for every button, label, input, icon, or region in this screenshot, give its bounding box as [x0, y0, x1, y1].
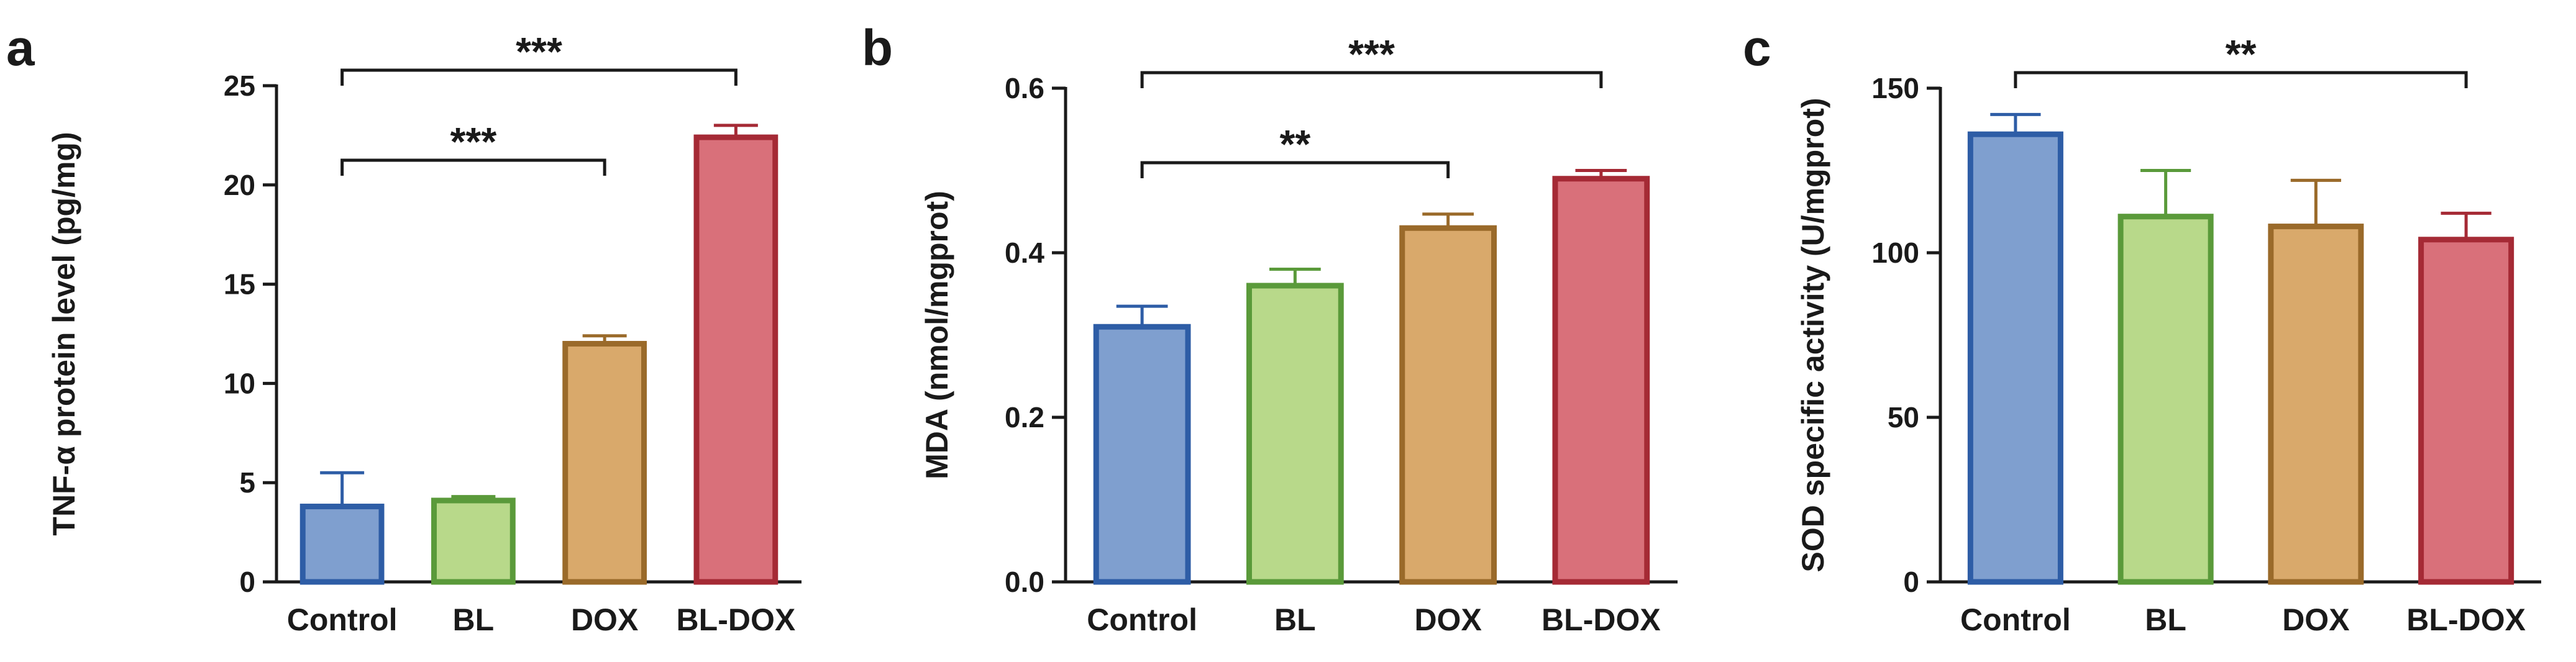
- bar-bl-dox: [693, 134, 779, 585]
- significance-bracket: [340, 68, 738, 86]
- bar-control: [299, 504, 385, 585]
- panel-letter-c: c: [1743, 20, 1771, 76]
- category-label: DOX: [1414, 602, 1481, 637]
- panel-a: a TNF-α protein level (pg/mg) 0 5 10 15 20 25 C…: [6, 20, 802, 637]
- y-axis-title: TNF-α protein level (pg/mg): [47, 132, 81, 535]
- significance-label: ***: [516, 29, 562, 74]
- bar-dox: [562, 340, 647, 585]
- category-label: BL: [2145, 602, 2186, 637]
- bar-bl: [2117, 214, 2214, 585]
- bar-control: [1967, 131, 2063, 585]
- bar-bl-dox: [2418, 237, 2514, 585]
- significance-bracket: [1140, 71, 1603, 88]
- panel-c: c SOD specific activity (U/mgprot) 0 50 100…: [1743, 20, 2541, 637]
- y-tick-label: 20: [224, 169, 255, 201]
- y-tick-label: 50: [1888, 401, 1919, 433]
- category-label: BL-DOX: [677, 602, 796, 637]
- y-axis-title: MDA (nmol/mgprot): [920, 191, 954, 479]
- category-label: BL-DOX: [1541, 602, 1661, 637]
- y-tick-label: 0.4: [1005, 237, 1044, 269]
- category-label: Control: [1087, 602, 1197, 637]
- y-tick-label: 0.2: [1005, 401, 1044, 433]
- category-label: BL: [453, 602, 495, 637]
- y-tick-label: 5: [239, 466, 255, 499]
- significance-bracket: [1140, 161, 1450, 178]
- panel-letter-a: a: [6, 20, 35, 76]
- category-label: Control: [1960, 602, 2071, 637]
- category-label: DOX: [571, 602, 638, 637]
- category-label: BL-DOX: [2406, 602, 2526, 637]
- category-label: Control: [287, 602, 398, 637]
- significance-bracket: [2014, 71, 2468, 88]
- y-tick-label: 0: [1903, 566, 1919, 598]
- y-tick-label: 0: [239, 566, 255, 598]
- significance-bracket: [340, 158, 606, 176]
- y-tick-label: 25: [224, 70, 255, 102]
- category-label: BL: [1274, 602, 1316, 637]
- y-tick-label: 100: [1871, 237, 1919, 269]
- panel-letter-b: b: [862, 20, 893, 76]
- bar-bl-dox: [1552, 176, 1650, 585]
- significance-label: ***: [450, 119, 497, 164]
- bar-dox: [2268, 224, 2364, 585]
- panel-b: b MDA (nmol/mgprot) 0.0 0.2 0.4 0.6 Control BL…: [862, 20, 1678, 637]
- category-label: DOX: [2282, 602, 2349, 637]
- y-axis-title: SOD specific activity (U/mgprot): [1796, 97, 1830, 572]
- significance-label: **: [2226, 32, 2257, 76]
- bar-dox: [1399, 225, 1497, 585]
- significance-label: ***: [1348, 32, 1395, 76]
- y-tick-label: 0.0: [1005, 566, 1044, 598]
- bar-bl: [1246, 283, 1344, 585]
- bar-control: [1093, 324, 1191, 585]
- y-tick-label: 150: [1871, 72, 1919, 104]
- y-tick-label: 15: [224, 268, 255, 301]
- y-tick-label: 0.6: [1005, 72, 1044, 104]
- y-tick-label: 10: [224, 367, 255, 399]
- bar-bl: [431, 497, 516, 585]
- significance-label: **: [1279, 122, 1310, 166]
